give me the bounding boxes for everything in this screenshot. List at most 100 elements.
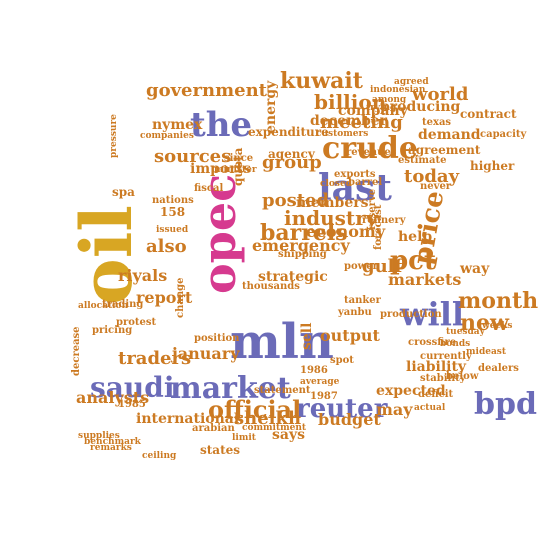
cloud-word: january bbox=[172, 344, 240, 363]
cloud-word: among bbox=[372, 95, 407, 105]
cloud-word: new bbox=[460, 310, 509, 336]
cloud-word: since bbox=[224, 153, 254, 164]
cloud-word: kuwait bbox=[280, 68, 363, 94]
cloud-word: companies bbox=[140, 131, 194, 141]
cloud-word: limit bbox=[232, 433, 256, 443]
cloud-word: power bbox=[344, 261, 378, 272]
cloud-word: dealers bbox=[478, 363, 519, 374]
cloud-word: forecast bbox=[373, 204, 384, 250]
cloud-word: estimate bbox=[398, 155, 447, 166]
cloud-word: issued bbox=[156, 225, 189, 235]
cloud-word: indonesian bbox=[370, 85, 426, 95]
cloud-word: will bbox=[400, 295, 465, 333]
cloud-word: producing bbox=[380, 99, 461, 115]
cloud-word: sell bbox=[299, 322, 315, 350]
cloud-word: strategic bbox=[258, 269, 328, 285]
cloud-word: nymex bbox=[152, 117, 203, 133]
cloud-word: group bbox=[262, 152, 322, 173]
cloud-word: 1985 bbox=[118, 399, 146, 410]
cloud-word: month bbox=[458, 288, 539, 314]
cloud-word: agreed bbox=[394, 77, 429, 87]
cloud-word: tanker bbox=[344, 295, 381, 306]
cloud-word: minister bbox=[214, 165, 257, 175]
cloud-word: the bbox=[190, 105, 253, 145]
cloud-word: december bbox=[310, 113, 388, 129]
cloud-word: mideast bbox=[466, 347, 507, 357]
cloud-word: international bbox=[136, 411, 240, 427]
cloud-word: report bbox=[136, 288, 193, 307]
cloud-word: expected bbox=[376, 383, 446, 399]
cloud-word: thousands bbox=[242, 281, 300, 292]
cloud-word: capacity bbox=[480, 129, 527, 140]
cloud-word: output bbox=[320, 326, 380, 345]
cloud-word: benchmark bbox=[84, 437, 141, 447]
cloud-word: 1986 bbox=[300, 365, 328, 376]
cloud-word: price bbox=[408, 188, 451, 267]
cloud-word: texas bbox=[422, 117, 452, 128]
cloud-word: arabian bbox=[192, 423, 235, 434]
cloud-word: sources bbox=[154, 146, 232, 167]
cloud-word: deficit bbox=[418, 389, 454, 400]
cloud-word: ceiling bbox=[142, 451, 177, 461]
cloud-word: says bbox=[272, 427, 305, 443]
cloud-word: crude bbox=[322, 131, 418, 166]
cloud-word: sheikh bbox=[234, 408, 302, 429]
cloud-word: nations bbox=[152, 195, 194, 206]
cloud-word: markets bbox=[388, 270, 462, 289]
cloud-word: barrels bbox=[260, 220, 348, 246]
cloud-word: currently bbox=[420, 351, 472, 362]
cloud-word: official bbox=[208, 395, 302, 424]
cloud-word: allocation bbox=[78, 301, 129, 311]
cloud-word: pct bbox=[390, 246, 437, 276]
cloud-word: trading bbox=[102, 299, 144, 310]
cloud-word: contract bbox=[460, 107, 517, 121]
cloud-word: yanbu bbox=[338, 307, 372, 318]
cloud-word: members bbox=[296, 195, 369, 211]
cloud-word: supplies bbox=[78, 431, 120, 441]
cloud-word: pressure bbox=[109, 114, 119, 158]
cloud-word: protest bbox=[116, 317, 157, 328]
cloud-word: posted bbox=[262, 190, 330, 211]
cloud-word: production bbox=[380, 309, 442, 320]
cloud-word: bonds bbox=[440, 339, 471, 349]
cloud-word: reuter bbox=[296, 394, 388, 424]
cloud-word: average bbox=[300, 377, 340, 387]
cloud-word: weeks bbox=[482, 321, 513, 331]
cloud-word: expenditure bbox=[248, 125, 329, 139]
cloud-word: economy bbox=[306, 222, 386, 241]
cloud-word: states bbox=[200, 443, 241, 457]
cloud-word: trying bbox=[366, 103, 397, 113]
cloud-word: mln bbox=[230, 314, 334, 370]
cloud-word: remarks bbox=[90, 443, 132, 453]
cloud-word: tuesday bbox=[446, 327, 485, 337]
cloud-word: imports bbox=[190, 161, 251, 177]
cloud-word: also bbox=[146, 236, 187, 257]
cloud-word: higher bbox=[470, 159, 515, 173]
cloud-word: fiscal bbox=[194, 183, 224, 194]
cloud-word: spa bbox=[112, 185, 135, 199]
cloud-word: decrease bbox=[71, 326, 82, 376]
cloud-word: customers bbox=[316, 129, 369, 139]
cloud-word: change bbox=[175, 277, 186, 318]
cloud-word: gulf bbox=[362, 256, 403, 277]
cloud-word: may bbox=[376, 400, 413, 419]
cloud-word: agreement bbox=[408, 143, 481, 157]
cloud-word: saudi bbox=[90, 371, 175, 404]
cloud-word: market bbox=[170, 371, 291, 406]
cloud-word: liability bbox=[406, 359, 467, 375]
cloud-word: crossfire bbox=[408, 337, 457, 348]
cloud-word: last bbox=[318, 167, 392, 209]
cloud-word: pricing bbox=[92, 325, 133, 336]
cloud-word: stability bbox=[420, 373, 466, 384]
cloud-word: bpd bbox=[474, 387, 537, 422]
cloud-word: government bbox=[146, 80, 267, 101]
cloud-word: demand bbox=[418, 127, 481, 143]
cloud-word: shipping bbox=[278, 249, 327, 260]
cloud-word: budget bbox=[318, 410, 381, 429]
cloud-word: emergency bbox=[252, 236, 350, 255]
cloud-word: industry bbox=[284, 206, 378, 230]
cloud-word: exports bbox=[334, 169, 376, 180]
cloud-word: actual bbox=[414, 403, 446, 413]
